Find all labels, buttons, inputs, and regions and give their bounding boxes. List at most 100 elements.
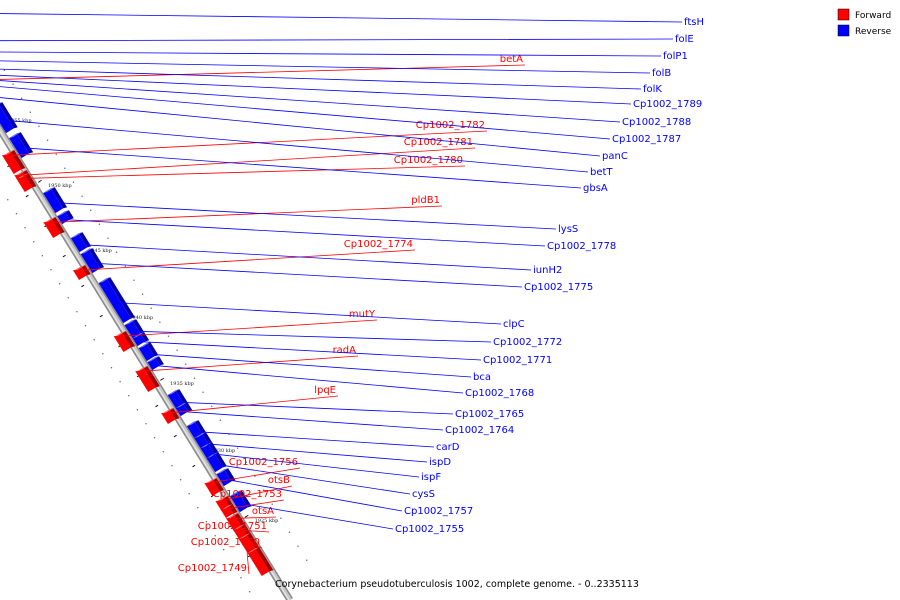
gene-top (230, 490, 242, 497)
label-connector (2, 130, 488, 157)
label-connector (220, 499, 285, 511)
gene-top (194, 432, 206, 439)
gene-side (212, 478, 225, 492)
gene-label-cp1002-1771: Cp1002_1771 (483, 355, 552, 366)
label-connector (73, 249, 416, 272)
label-connector (228, 479, 403, 512)
gene-label-cp1002-1781: Cp1002_1781 (404, 137, 473, 148)
guide-dot (223, 549, 225, 551)
gene-label-cp1002-1772: Cp1002_1772 (493, 337, 562, 348)
label-connector (94, 262, 523, 288)
gene-face (70, 233, 88, 253)
gene-label-cp1002-1755: Cp1002_1755 (395, 524, 464, 535)
gene-face (43, 218, 61, 239)
tick-label: 1925 kbp (255, 518, 279, 524)
gene-label-cp1002-1765: Cp1002_1765 (455, 409, 524, 420)
gene-top (14, 170, 27, 177)
guide-dot (248, 591, 251, 593)
gene-side (223, 496, 234, 507)
guide-dot (162, 451, 164, 453)
gene-label-iunh2: iunH2 (533, 265, 562, 276)
gene-label-pldb1: pldB1 (411, 195, 440, 206)
gene-iunh2 (70, 232, 92, 253)
gene-muty (114, 331, 136, 353)
guide-dot (159, 321, 161, 323)
label-connector (143, 341, 482, 361)
dash-mark (192, 464, 196, 468)
gene-face (186, 421, 202, 439)
label-connector (246, 552, 250, 575)
guide-dot (107, 237, 109, 239)
gene-face (98, 278, 131, 324)
label-connector (180, 401, 454, 415)
guide-dot (93, 339, 95, 341)
guide-dot (254, 475, 256, 477)
gene-cp1002-1764 (175, 402, 193, 417)
label-connector (57, 202, 557, 230)
gene-label-cyss: cysS (412, 489, 435, 500)
gene-label-clpc: clpC (503, 319, 525, 330)
gene-label-cp1002-1751: Cp1002_1751 (198, 521, 267, 532)
gene-top (161, 408, 174, 415)
gene-top (233, 524, 245, 531)
gene-label-cp1002-1789: Cp1002_1789 (633, 99, 702, 110)
guide-dot (214, 535, 216, 537)
gene-side (155, 356, 164, 366)
guide-dot (20, 97, 23, 99)
legend-reverse-label: Reverse (855, 27, 892, 37)
label-connector (43, 205, 443, 224)
gene-side (183, 402, 193, 412)
gene-labels: betACp1002_1782Cp1002_1781Cp1002_1780pld… (0, 13, 704, 575)
gene-label-ispd: ispD (429, 457, 451, 468)
gene-top (43, 187, 55, 194)
guide-dot (15, 213, 18, 215)
guide-dot (41, 255, 44, 257)
gene-top (114, 331, 126, 338)
gene-side (246, 533, 260, 550)
gene-label-otsa: otsA (252, 506, 274, 517)
gene-face (238, 534, 256, 555)
gene-cp1002-1756 (204, 478, 225, 497)
guide-dot (136, 409, 139, 411)
label-connector (232, 529, 270, 533)
label-connector (0, 13, 683, 23)
gene-side (224, 468, 236, 482)
label-connector (198, 431, 435, 448)
gene-top (73, 265, 86, 272)
dash-mark (99, 314, 103, 318)
guide-dot (81, 195, 83, 197)
guide-dot (64, 167, 66, 169)
tick-label: 1950 kbp (48, 183, 72, 189)
label-connector (14, 147, 476, 177)
guide-dot (33, 241, 35, 243)
gene-label-rada: radA (333, 345, 357, 356)
gene-top (147, 356, 160, 363)
gene-top (0, 102, 3, 104)
gene-top (16, 173, 29, 180)
label-connector (16, 165, 466, 180)
gene-face (206, 453, 223, 473)
legend-reverse-swatch (837, 24, 850, 37)
tick-label: 1940 kbp (129, 315, 153, 321)
guide-dot (231, 563, 234, 565)
gene-face (216, 469, 232, 487)
genome-title: Corynebacterium pseudotuberculosis 1002,… (275, 579, 639, 590)
label-connector (0, 68, 642, 90)
guide-dot (3, 69, 6, 71)
gene-label-fole: folE (675, 34, 694, 45)
gene-label-beta: betA (500, 54, 523, 65)
guide-dot (297, 545, 299, 547)
gene-side (208, 442, 220, 456)
gene-label-cp1002-1778: Cp1002_1778 (547, 241, 616, 252)
guide-dot (72, 181, 75, 183)
label-connector (135, 355, 359, 373)
tick-mark (160, 377, 164, 381)
gene-cp1002-1750 (238, 533, 260, 555)
gene-label-panc: panC (602, 151, 628, 162)
gene-side (201, 432, 214, 446)
label-connector (113, 319, 378, 338)
gene-side (24, 173, 37, 188)
gene-label-cp1002-1787: Cp1002_1787 (612, 134, 681, 145)
gene-top (167, 389, 180, 396)
guide-dot (167, 335, 170, 337)
